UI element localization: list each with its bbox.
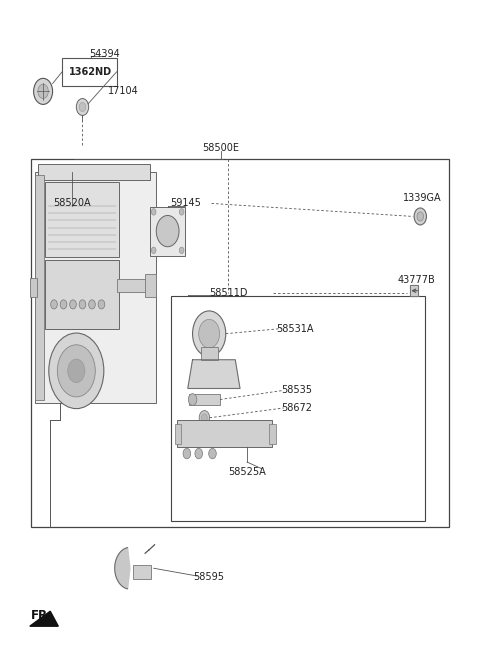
Circle shape xyxy=(34,78,53,104)
Bar xyxy=(150,207,185,256)
Bar xyxy=(117,279,152,292)
Text: 58531A: 58531A xyxy=(276,323,313,334)
Circle shape xyxy=(188,394,197,405)
Polygon shape xyxy=(410,285,418,296)
Bar xyxy=(133,565,151,579)
Circle shape xyxy=(151,209,156,215)
Bar xyxy=(178,420,272,447)
Circle shape xyxy=(76,99,89,116)
Circle shape xyxy=(199,411,210,425)
Circle shape xyxy=(151,247,156,254)
Bar xyxy=(171,296,425,521)
Circle shape xyxy=(60,300,67,309)
Circle shape xyxy=(202,414,207,422)
Bar xyxy=(201,347,218,360)
Bar xyxy=(31,159,449,527)
Text: 59145: 59145 xyxy=(170,198,201,208)
Bar xyxy=(38,164,150,180)
Circle shape xyxy=(98,300,105,309)
Circle shape xyxy=(57,345,96,397)
Circle shape xyxy=(68,359,85,382)
Circle shape xyxy=(70,300,76,309)
Text: 58535: 58535 xyxy=(281,386,312,396)
Circle shape xyxy=(195,448,203,459)
Circle shape xyxy=(209,448,216,459)
Text: 1339GA: 1339GA xyxy=(403,193,442,203)
Bar xyxy=(145,275,156,297)
Circle shape xyxy=(49,333,104,409)
Text: 58500E: 58500E xyxy=(203,143,240,153)
Text: 58511D: 58511D xyxy=(209,288,247,298)
Circle shape xyxy=(79,102,86,112)
Bar xyxy=(269,424,276,444)
Text: 58672: 58672 xyxy=(281,403,312,413)
Polygon shape xyxy=(188,360,240,388)
Bar xyxy=(35,172,156,403)
Text: 58520A: 58520A xyxy=(53,198,90,208)
Bar xyxy=(175,424,180,444)
Polygon shape xyxy=(115,548,130,589)
Text: 17104: 17104 xyxy=(108,85,139,96)
Circle shape xyxy=(156,215,179,247)
Bar xyxy=(35,175,44,400)
Bar xyxy=(46,182,119,257)
Circle shape xyxy=(183,448,191,459)
Bar xyxy=(30,278,37,297)
Bar xyxy=(189,394,220,405)
Text: FR.: FR. xyxy=(31,608,53,622)
Text: 58525A: 58525A xyxy=(228,467,266,477)
Circle shape xyxy=(179,247,184,254)
Text: 43777B: 43777B xyxy=(397,275,435,284)
Text: 54394: 54394 xyxy=(89,49,120,58)
Circle shape xyxy=(414,208,426,225)
Circle shape xyxy=(199,319,219,348)
Bar xyxy=(46,260,119,328)
Circle shape xyxy=(192,311,226,357)
Text: 1362ND: 1362ND xyxy=(69,68,112,78)
Polygon shape xyxy=(30,611,58,626)
Bar xyxy=(62,58,117,85)
Circle shape xyxy=(417,212,424,221)
Circle shape xyxy=(79,300,86,309)
Circle shape xyxy=(179,209,184,215)
Circle shape xyxy=(38,84,48,99)
Text: 58595: 58595 xyxy=(193,572,225,582)
Circle shape xyxy=(51,300,57,309)
Circle shape xyxy=(89,300,96,309)
